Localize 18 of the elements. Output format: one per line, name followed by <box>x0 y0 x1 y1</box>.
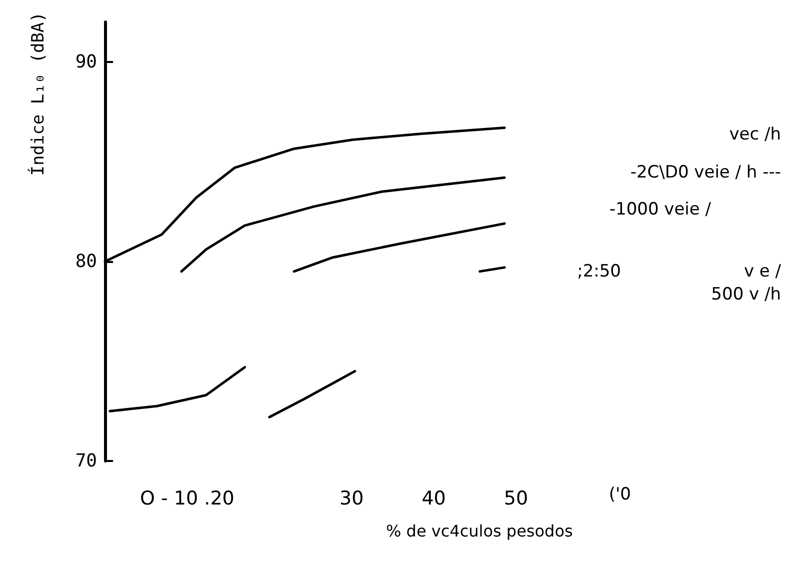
x-tick-label: O - 10 .20 <box>140 488 234 510</box>
line-series <box>180 176 506 273</box>
x-tick-label: 40 <box>422 488 446 510</box>
text: v e / <box>744 262 782 282</box>
y-tick-label: 80 <box>75 250 97 272</box>
text: vec /h <box>729 124 782 144</box>
text: -2C\D0 veie / h --- <box>630 162 782 182</box>
x-tick-label: 50 <box>504 488 528 510</box>
text: 500 v /h <box>711 284 782 304</box>
line-series <box>292 222 506 273</box>
y-tick-label: 70 <box>75 450 97 472</box>
x-tick-label: 30 <box>340 488 364 510</box>
text: -1000 veie / <box>609 200 712 220</box>
text: ('0 <box>608 484 632 504</box>
x-axis-title: % de vc4culos pesodos <box>386 522 573 540</box>
text: ;2:50 <box>577 262 622 282</box>
y-tick-label: 90 <box>75 51 97 72</box>
y-axis-title: Índice L₁₀ (dBA) <box>28 12 48 176</box>
